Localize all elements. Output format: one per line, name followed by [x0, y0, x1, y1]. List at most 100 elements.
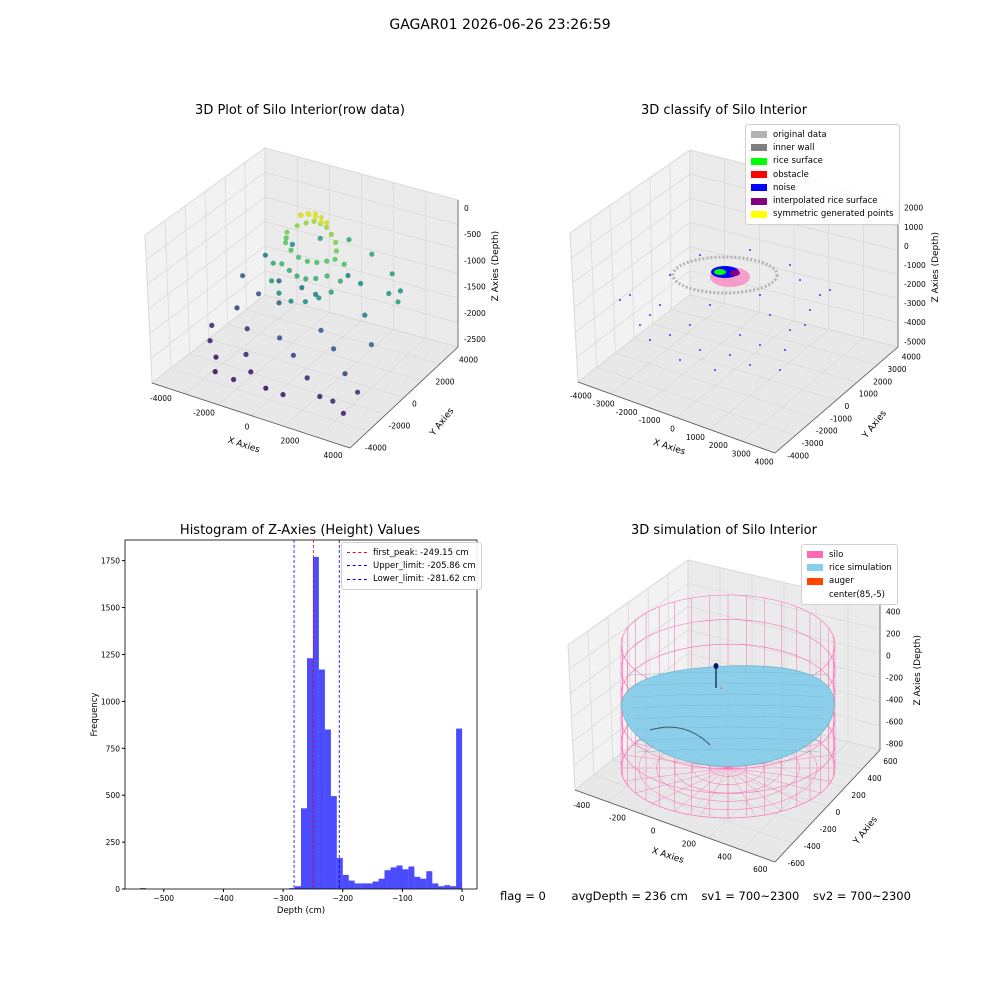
histogram-bar	[408, 866, 415, 889]
histogram-bar	[420, 878, 427, 889]
p1-point	[328, 289, 334, 295]
p2-y-tick-label: -3000	[802, 439, 824, 448]
p2-x-axis	[577, 381, 776, 454]
p4-x-tick-label: 600	[753, 865, 768, 874]
p1-point	[243, 351, 249, 357]
p1-z-tick-label: -1500	[464, 283, 486, 292]
histogram-bar	[139, 888, 146, 889]
p4-x-label: X Axies	[650, 846, 685, 866]
legend-label: rice simulation	[829, 562, 892, 573]
legend-label: obstacle	[773, 169, 809, 180]
p4-y-tick-label: -400	[804, 842, 821, 851]
p4-y-label: Y Axies	[851, 815, 880, 848]
p3-x-tick-label: −400	[213, 894, 234, 903]
p1-point	[317, 393, 323, 400]
legend-line	[347, 565, 367, 567]
p1-point	[302, 299, 308, 305]
p4-y-tick-label: -600	[788, 859, 805, 868]
p2-z-tick-label: -1000	[904, 261, 926, 270]
p2-x-tick-label: 4000	[755, 458, 774, 467]
p1-z-label: Z Axies (Depth)	[491, 231, 500, 302]
rice-surface-mesh	[635, 737, 823, 742]
histogram-bar	[396, 865, 403, 889]
p1-point	[368, 342, 374, 348]
p3-x-tick-label: −100	[392, 894, 413, 903]
legend-item: center(85,-5)	[807, 588, 892, 601]
p1-point	[317, 235, 323, 241]
p4-y-tick-label: 0	[836, 808, 841, 817]
p2-noise-point	[639, 324, 641, 326]
p2-grid-line	[689, 294, 899, 348]
p4-y-tick-label: 200	[851, 791, 866, 800]
p1-grid-line	[264, 294, 459, 348]
p2-noise-point	[789, 264, 791, 266]
p1-x-tick-label: -4000	[150, 394, 172, 403]
p1-point	[207, 338, 213, 344]
silo-spoke	[727, 767, 782, 812]
p1-point	[318, 214, 324, 220]
silo-spoke	[727, 767, 821, 794]
p1-point	[304, 375, 310, 381]
p2-noise-point	[669, 334, 671, 336]
p1-point	[231, 376, 237, 383]
p3-y-tick-label: 0	[115, 885, 120, 894]
legend-label: Lower_limit: -281.62 cm	[373, 574, 476, 585]
legend-item: auger	[807, 575, 892, 588]
p2-noise-point	[619, 299, 621, 301]
histogram-bar	[348, 880, 355, 889]
avg-depth-text: avgDepth = 236 cm	[571, 889, 688, 903]
p2-noise-point	[809, 309, 811, 311]
status-footer: flag = 0 avgDepth = 236 cm sv1 = 700~230…	[500, 889, 920, 903]
p1-axes: -4000 -2000 0 2000 4000 -4000 -2000 0 2000 4000 0 -…	[144, 147, 500, 460]
auger-head	[713, 663, 719, 669]
raw-scatter-plot: -4000 -2000 0 2000 4000 -4000 -2000 0 2000 4000 0 -…	[144, 147, 500, 460]
p2-z-tick-label: -4000	[904, 318, 926, 327]
legend-label: original data	[773, 129, 827, 140]
legend-item: rice simulation	[807, 561, 892, 574]
p3-y-tick-label: 1500	[101, 604, 120, 613]
p1-point	[298, 212, 304, 218]
legend-item: rice surface	[751, 155, 894, 168]
p1-point	[277, 335, 283, 341]
p1-y-tick-label: 0	[412, 400, 417, 409]
p1-point	[248, 369, 254, 375]
p2-z-tick-label: 1000	[904, 223, 923, 232]
p1-point	[316, 295, 322, 301]
p1-point	[280, 392, 286, 398]
p2-noise-point	[749, 249, 751, 251]
p2-noise-point	[649, 339, 651, 341]
rice-surface-mesh	[631, 693, 827, 698]
histogram-bar	[444, 885, 451, 889]
p1-point	[342, 371, 348, 377]
legend-swatch	[751, 131, 767, 139]
legend-label: noise	[773, 182, 796, 193]
p2-y-tick-label: -2000	[816, 427, 838, 436]
p1-point	[270, 260, 276, 266]
silo-spoke	[727, 767, 832, 782]
panel2-title: 3D classify of Silo Interior	[640, 103, 808, 118]
p1-points	[207, 210, 403, 416]
p2-z-tick-label: 0	[904, 242, 909, 251]
depth-histogram: −500 −400 −300 −200 −100 0 0 250 500 750 1000 1250 1…	[90, 539, 478, 916]
p4-y-tick-label: -200	[820, 825, 837, 834]
p1-point	[294, 223, 300, 229]
p1-point	[332, 256, 338, 262]
histogram-bar	[384, 870, 391, 889]
legend-item: silo	[807, 548, 892, 561]
p2-rice-surface	[714, 269, 726, 275]
p2-x-tick-label: -3000	[593, 400, 615, 409]
p1-point	[256, 291, 262, 297]
auger-marker	[720, 687, 722, 689]
p2-x-tick-label: 3000	[732, 449, 751, 458]
histogram-bar	[289, 888, 296, 889]
p3-y-tick-label: 1000	[101, 697, 120, 706]
p4-z-tick-label: -800	[886, 739, 903, 748]
p1-z-tick-label: -2500	[464, 335, 486, 344]
p1-point	[213, 354, 219, 360]
histogram-bar	[342, 874, 349, 889]
p1-point	[244, 326, 250, 332]
p3-frame	[124, 539, 478, 890]
sv2-text: sv2 = 700~2300	[813, 889, 911, 903]
histogram-bar	[438, 886, 445, 889]
p1-point	[340, 410, 346, 416]
